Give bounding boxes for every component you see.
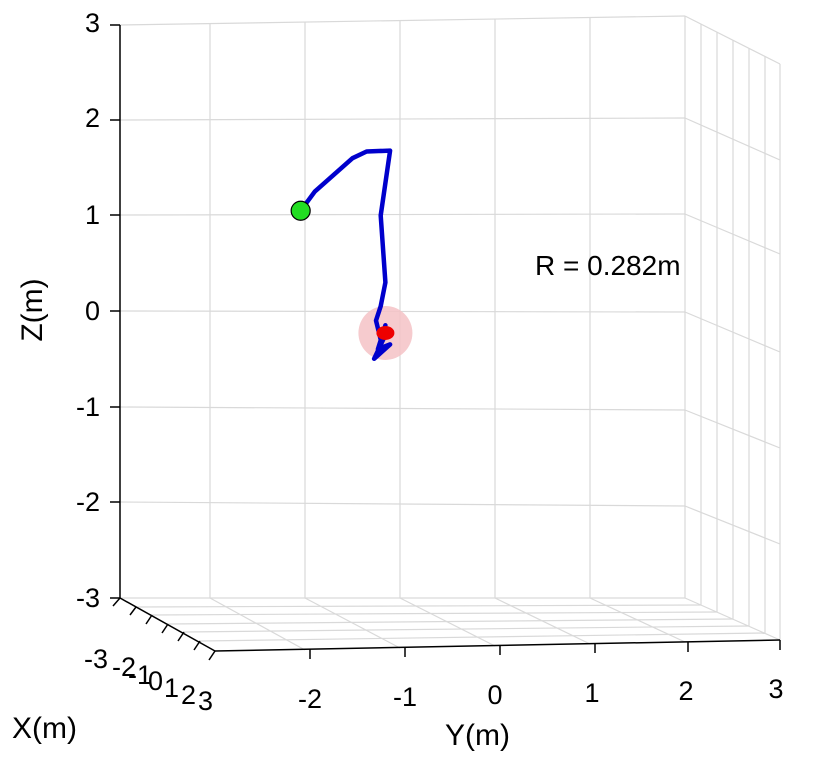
x-axis-label: X(m) bbox=[12, 712, 77, 745]
z-tick-label: 3 bbox=[85, 8, 100, 38]
x-tick-label: 2 bbox=[181, 680, 196, 710]
x-tick-label: 3 bbox=[198, 686, 213, 716]
x-tick-label: -3 bbox=[84, 644, 108, 674]
z-tick-label: 1 bbox=[85, 200, 100, 230]
y-tick-label: -1 bbox=[393, 682, 417, 712]
z-axis-label: Z(m) bbox=[16, 278, 49, 341]
y-axis-ticks: -2 -1 0 1 2 3 bbox=[298, 640, 784, 714]
z-tick-label: -2 bbox=[76, 487, 100, 517]
z-tick-label: 0 bbox=[85, 296, 100, 326]
start-marker bbox=[290, 200, 311, 221]
side-wall-grid bbox=[684, 15, 781, 641]
x-axis-ticks: -3 -2 -1 0 1 2 3 bbox=[84, 597, 216, 716]
y-tick-label: 3 bbox=[768, 674, 783, 704]
z-axis-ticks: 3 2 1 0 -1 -2 -3 bbox=[76, 8, 120, 613]
z-tick-label: -1 bbox=[76, 392, 100, 422]
y-tick-label: 0 bbox=[487, 680, 502, 710]
x-tick-label: -2 bbox=[112, 652, 136, 682]
floor-grid bbox=[120, 597, 766, 651]
trajectory-line bbox=[298, 148, 393, 362]
y-tick-label: -2 bbox=[298, 684, 322, 714]
y-axis-label: Y(m) bbox=[445, 719, 510, 752]
x-tick-label: -1 bbox=[128, 660, 152, 690]
data-layer bbox=[290, 148, 413, 362]
back-wall-grid bbox=[119, 15, 686, 598]
x-tick-label: 1 bbox=[164, 673, 179, 703]
y-tick-label: 2 bbox=[678, 676, 693, 706]
radius-annotation: R = 0.282m bbox=[535, 250, 681, 281]
x-tick-label: 0 bbox=[148, 666, 163, 696]
y-tick-label: 1 bbox=[584, 678, 599, 708]
z-tick-label: 2 bbox=[85, 103, 100, 133]
z-tick-label: -3 bbox=[76, 583, 100, 613]
end-marker bbox=[376, 325, 395, 340]
